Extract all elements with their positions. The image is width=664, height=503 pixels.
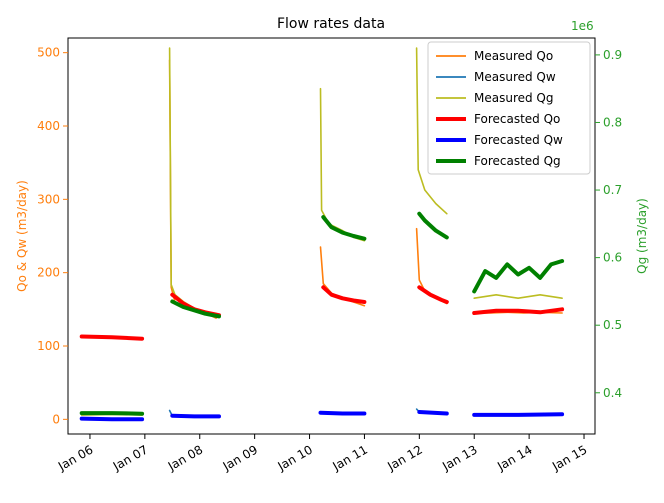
measured-qg-line-segment	[168, 47, 220, 316]
right-y-tick-label: 0.7	[603, 183, 622, 197]
x-tick-label: Jan 12	[384, 442, 424, 473]
series-forecasted-qw	[79, 410, 565, 422]
legend-label-forecasted-qo: Forecasted Qo	[474, 112, 560, 126]
forecasted-qo-line-segment	[417, 285, 449, 304]
right-y-tick-label: 0.8	[603, 115, 622, 129]
forecasted-qo-line-segment	[321, 285, 367, 304]
measured-qo-line-segment	[168, 59, 217, 319]
forecasted-qw-line-segment	[472, 412, 565, 417]
forecasted-qo-line-segment	[472, 307, 565, 315]
x-tick-label: Jan 10	[275, 442, 315, 473]
legend: Measured Qo Measured Qw Measured Qg Forecas…	[427, 41, 591, 175]
forecasted-qg-line-segment	[321, 215, 367, 241]
legend-label-measured-qo: Measured Qo	[474, 49, 553, 63]
legend-box	[427, 41, 591, 175]
chart-title: Flow rates data	[277, 16, 385, 32]
right-y-axis-ticks: 0.4 0.5 0.6 0.7 0.8 0.9	[595, 48, 622, 400]
forecasted-qw-line-segment	[170, 413, 221, 419]
x-tick-label: Jan 06	[55, 442, 95, 473]
forecasted-qg-line-segment	[170, 299, 221, 319]
x-tick-label: Jan 14	[494, 442, 534, 473]
measured-qg-line-segment	[319, 87, 366, 242]
forecasted-qw-line-segment	[318, 410, 367, 416]
forecasted-qw-line-segment	[417, 410, 449, 416]
left-y-axis-ticks: 0 100 200 300 400 500	[37, 46, 68, 426]
plot-frame	[67, 37, 596, 435]
x-tick-label: Jan 13	[439, 442, 479, 473]
legend-items: Measured Qo Measured Qw Measured Qg Forecas…	[436, 49, 563, 168]
forecasted-qg-line-segment	[417, 211, 449, 240]
right-axis-multiplier: 1e6	[571, 19, 594, 33]
forecasted-qw-line-segment	[79, 416, 145, 422]
legend-label-measured-qg: Measured Qg	[474, 91, 554, 105]
x-tick-label: Jan 07	[110, 442, 150, 473]
x-tick-label: Jan 15	[549, 442, 589, 473]
left-y-tick-label: 200	[37, 266, 60, 280]
legend-label-measured-qw: Measured Qw	[474, 70, 556, 84]
left-y-tick-label: 500	[37, 46, 60, 60]
left-y-tick-label: 400	[37, 119, 60, 133]
x-tick-label: Jan 09	[220, 442, 260, 473]
right-y-tick-label: 0.4	[603, 386, 622, 400]
forecasted-qg-line-segment	[472, 259, 565, 294]
right-y-tick-label: 0.9	[603, 48, 622, 62]
legend-label-forecasted-qg: Forecasted Qg	[474, 154, 561, 168]
x-axis-ticks: Jan 06 Jan 07 Jan 08 Jan 09 Jan 10 Jan 11 Jan …	[55, 434, 590, 474]
measured-qg-line-segment	[473, 293, 563, 300]
left-y-tick-label: 0	[52, 412, 60, 426]
x-tick-label: Jan 08	[165, 442, 205, 473]
forecasted-qg-line-segment	[79, 411, 145, 416]
right-y-tick-label: 0.5	[603, 318, 622, 332]
measured-qo-line-segment	[415, 227, 448, 305]
forecasted-qo-line-segment	[79, 334, 145, 341]
left-y-tick-label: 100	[37, 339, 60, 353]
right-y-tick-label: 0.6	[603, 251, 622, 265]
legend-label-forecasted-qw: Forecasted Qw	[474, 133, 563, 147]
measured-qg-line-segment	[415, 47, 448, 215]
series-forecasted-qg	[79, 211, 565, 416]
x-tick-label: Jan 11	[330, 442, 370, 473]
left-y-tick-label: 300	[37, 192, 60, 206]
series-layer	[79, 47, 565, 422]
left-y-axis-label: Qo & Qw (m3/day)	[15, 180, 29, 292]
right-y-axis-label: Qg (m3/day)	[635, 198, 649, 274]
